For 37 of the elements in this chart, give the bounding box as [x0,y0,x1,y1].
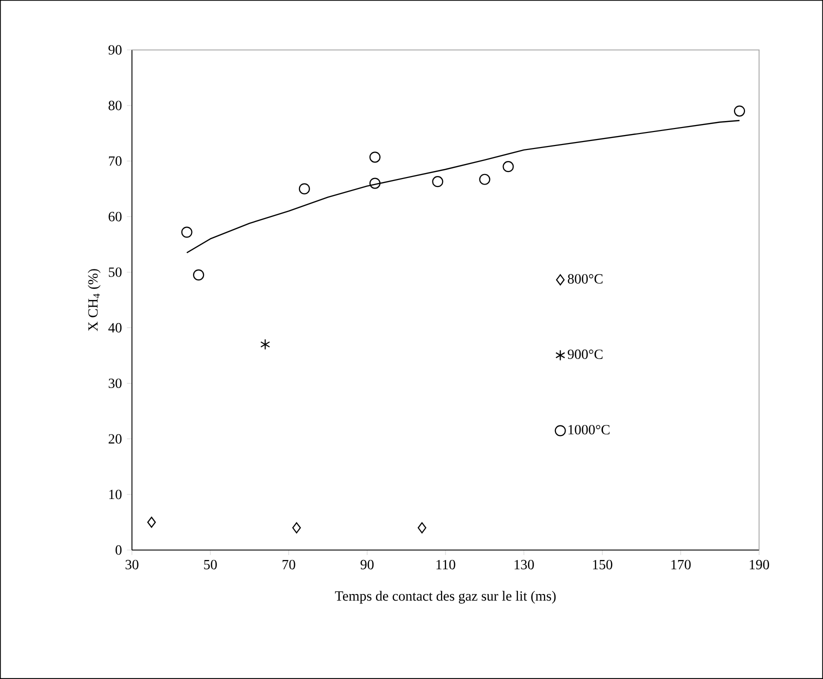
point [502,161,514,172]
point [369,178,381,189]
y-tick-label: 50 [108,267,122,277]
y-tick-label: 20 [108,434,122,444]
point [418,522,426,534]
point [147,516,156,528]
x-tick-label: 90 [360,560,374,570]
point [479,174,490,185]
x-tick-label: 190 [750,560,770,570]
legend-label: 900°C [568,350,602,360]
point [298,183,310,194]
x-tick-label: 130 [514,560,534,570]
y-tick-label: 90 [108,45,122,55]
x-tick-label: 150 [593,560,612,570]
y-tick-label: 60 [108,212,122,222]
y-tick-label: 30 [108,378,122,388]
y-tick-label: 40 [108,323,122,332]
point [292,522,301,534]
x-tick-label: 170 [671,560,691,570]
point [432,176,444,188]
legend-label: 1000°C [568,424,610,434]
x-tick-label: 30 [126,560,138,570]
y-tick-label: 70 [108,156,122,166]
point [734,105,746,117]
point [181,226,192,238]
y-axis-title: X CH$_{4}$ (%) [88,269,101,332]
point [369,152,381,163]
point [260,338,270,350]
y-tick-label: 80 [108,100,122,110]
x-tick-label: 50 [204,560,217,570]
point [193,269,204,281]
x-axis-title: Temps de contact des gaz sur le lit (ms) [335,590,556,604]
y-tick-label: 10 [109,490,122,500]
x-tick-label: 70 [282,560,296,570]
legend-label: 800°C [568,274,602,284]
x-tick-label: 110 [436,560,456,570]
y-tick-label: 0 [116,545,122,555]
